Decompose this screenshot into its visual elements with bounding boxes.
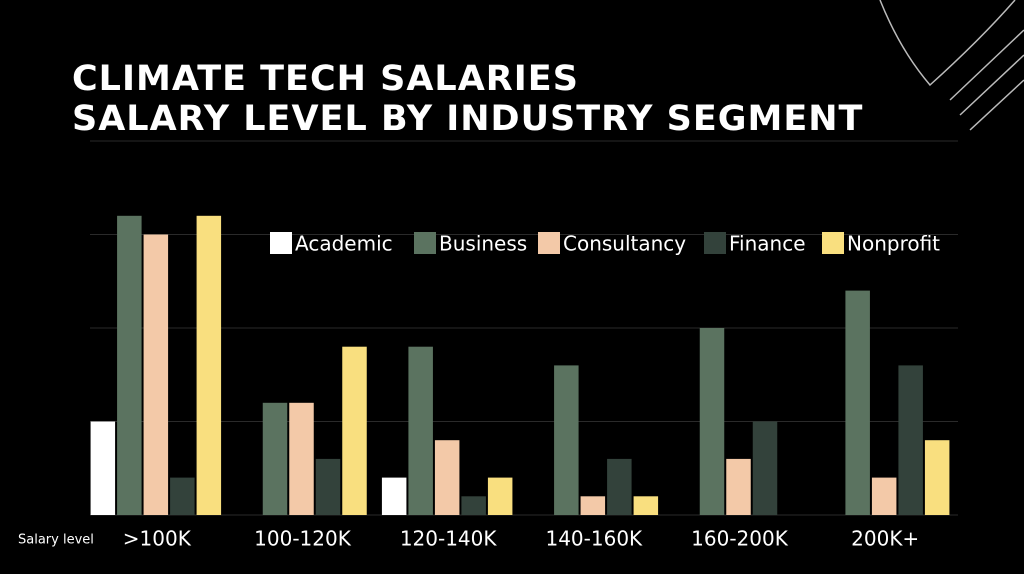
chart-title: CLIMATE TECH SALARIES bbox=[72, 59, 579, 99]
bar bbox=[143, 234, 169, 515]
x-tick-label: 160-200K bbox=[691, 527, 789, 551]
bar bbox=[289, 402, 314, 515]
bar bbox=[381, 477, 407, 515]
bar bbox=[90, 421, 116, 515]
bar bbox=[196, 215, 222, 516]
x-tick-label: 140-160K bbox=[545, 527, 643, 551]
legend-label: Business bbox=[439, 232, 527, 256]
bar bbox=[845, 290, 870, 515]
bar bbox=[898, 365, 923, 515]
bar bbox=[752, 421, 778, 515]
legend-label: Consultancy bbox=[563, 232, 686, 256]
bar bbox=[434, 440, 460, 515]
legend-swatch bbox=[414, 232, 436, 254]
bar bbox=[699, 328, 725, 515]
bar bbox=[408, 346, 433, 515]
chart-subtitle: SALARY LEVEL BY INDUSTRY SEGMENT bbox=[72, 99, 863, 139]
bar bbox=[315, 458, 341, 515]
bar bbox=[170, 477, 195, 515]
legend-swatch bbox=[704, 232, 726, 254]
bar bbox=[487, 477, 513, 515]
x-tick-label: 100-120K bbox=[254, 527, 352, 551]
legend-label: Nonprofit bbox=[847, 232, 940, 256]
bar bbox=[726, 458, 751, 515]
decor-line bbox=[949, 29, 1024, 101]
bar bbox=[924, 440, 950, 515]
bar bbox=[633, 496, 659, 515]
decor-line bbox=[969, 79, 1024, 131]
x-tick-label: 120-140K bbox=[400, 527, 498, 551]
bar bbox=[342, 346, 367, 515]
legend-swatch bbox=[538, 232, 560, 254]
bar bbox=[461, 496, 486, 515]
bar bbox=[607, 458, 632, 515]
bar bbox=[117, 215, 142, 516]
legend-swatch bbox=[270, 232, 292, 254]
decor-arc bbox=[879, 0, 1016, 87]
legend-label: Academic bbox=[295, 232, 393, 256]
x-tick-label: 200K+ bbox=[851, 527, 919, 551]
x-tick-label: >100K bbox=[123, 527, 192, 551]
decor-line bbox=[959, 54, 1024, 116]
x-axis-label: Salary level bbox=[18, 533, 94, 548]
bar bbox=[262, 402, 288, 515]
legend-label: Finance bbox=[729, 232, 806, 256]
decoration bbox=[879, 0, 1024, 131]
legend-swatch bbox=[822, 232, 844, 254]
bar bbox=[554, 365, 579, 515]
bar bbox=[580, 496, 606, 515]
bar bbox=[871, 477, 897, 515]
